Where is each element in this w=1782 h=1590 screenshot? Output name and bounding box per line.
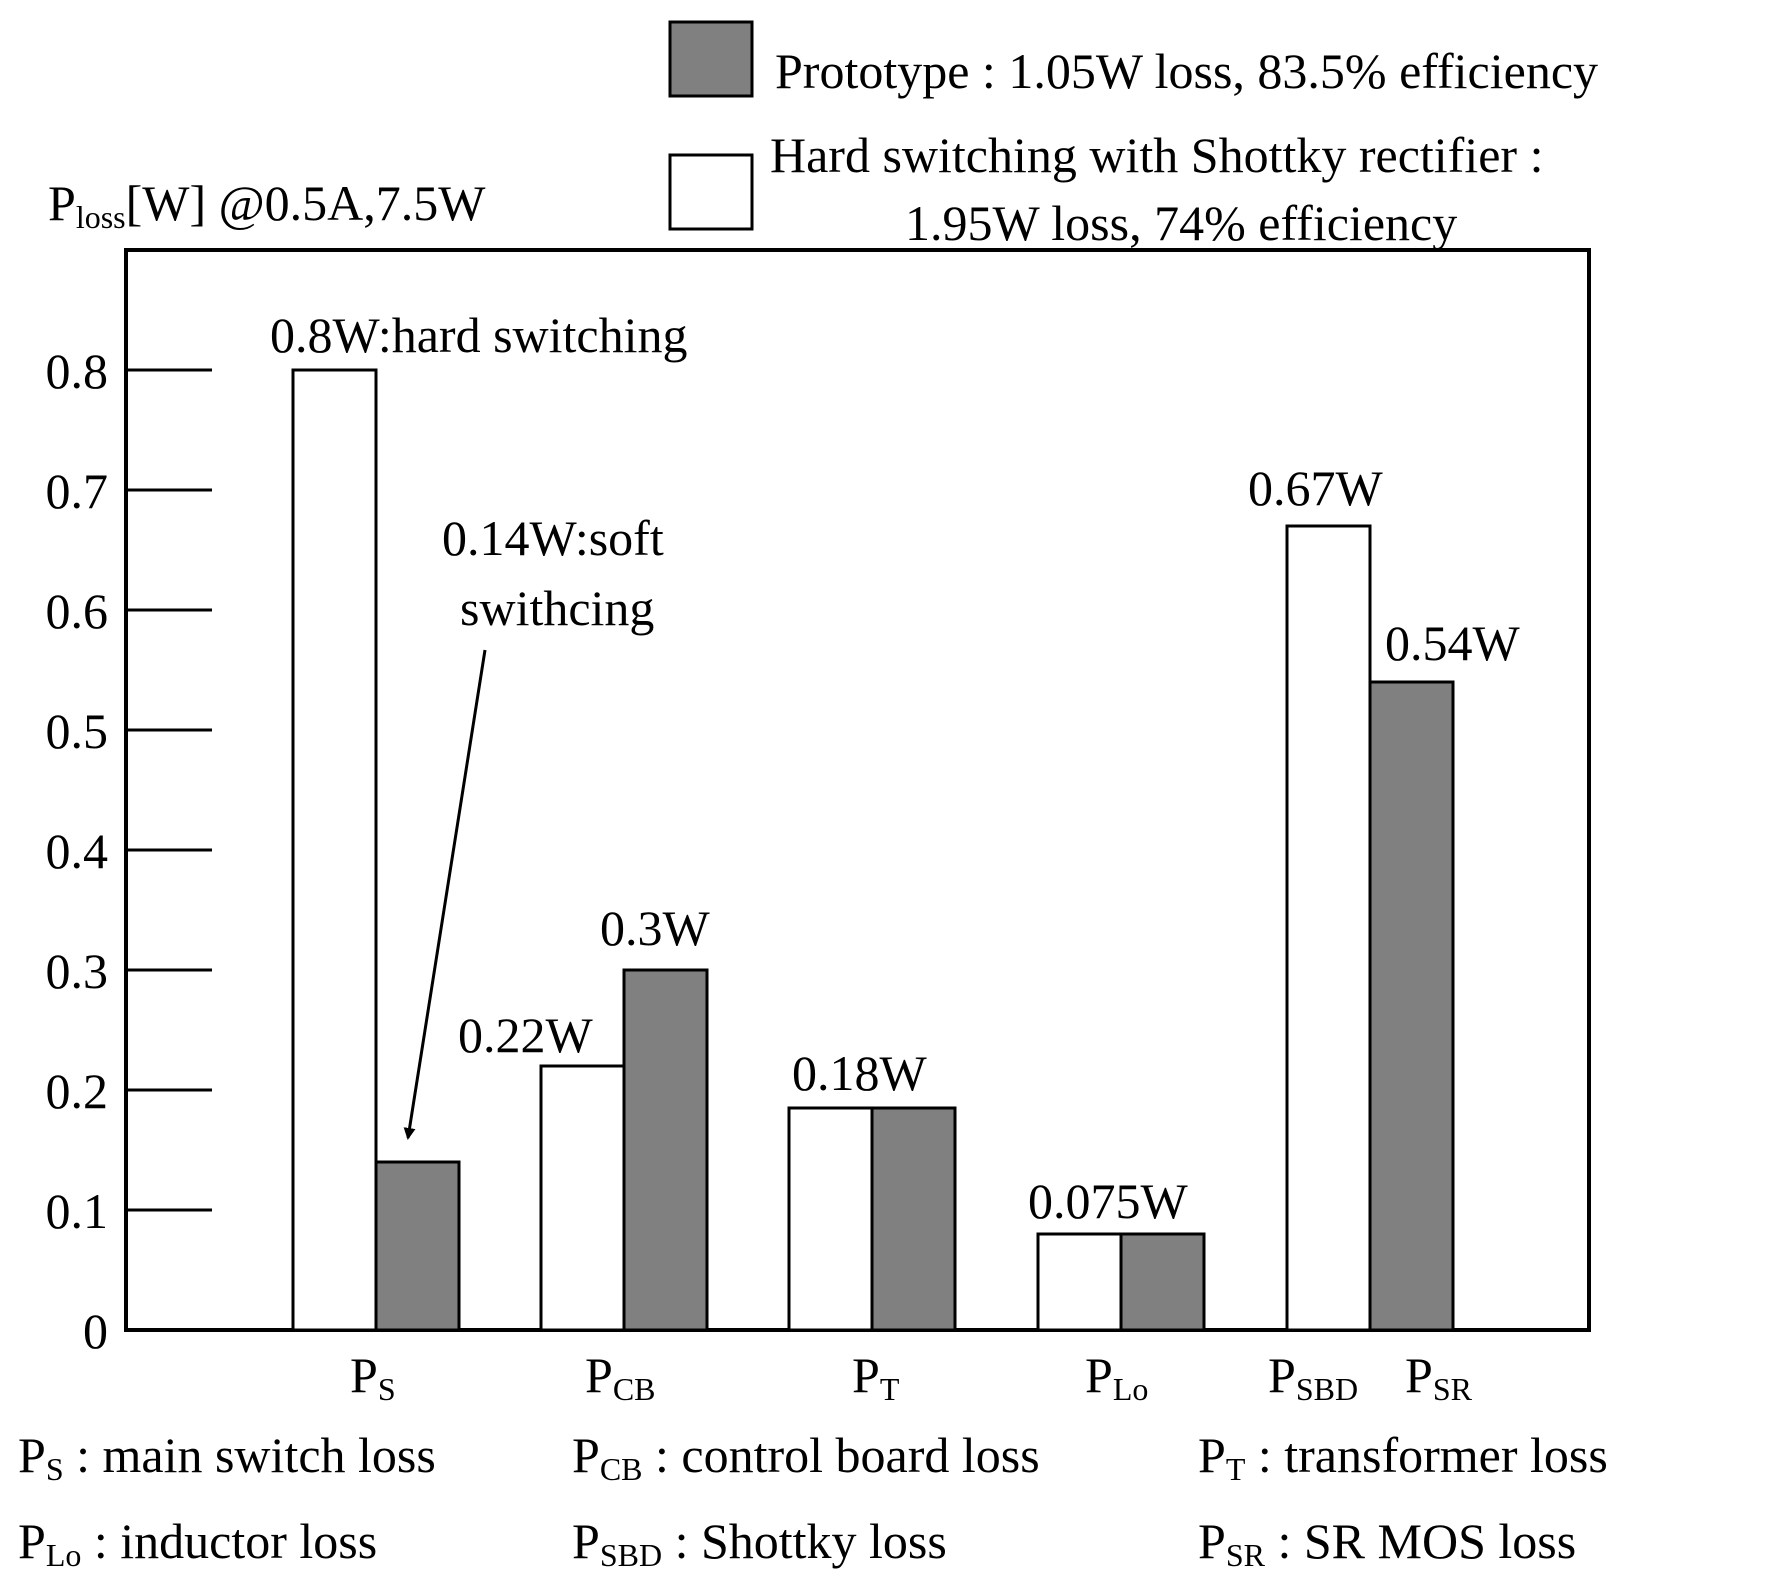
bar-hard-switching-2: [787, 1106, 874, 1332]
bar-prototype-4: [1368, 680, 1455, 1332]
legend-swatch-prototype: [668, 20, 754, 98]
annotation-pcb-hard: 0.22W: [458, 1007, 594, 1063]
footnote-pt: PT : transformer loss: [1198, 1427, 1608, 1487]
bar-hard-switching-1: [539, 1064, 626, 1332]
footnote-ps: PS : main switch loss: [18, 1427, 436, 1487]
category-label-pcb: PCB: [585, 1347, 656, 1407]
bar-prototype-1: [622, 968, 709, 1332]
y-tick-label: 0.1: [46, 1183, 109, 1239]
y-tick-label: 0.2: [46, 1063, 109, 1119]
y-tick-label: 0.6: [46, 583, 109, 639]
legend-swatch-hard-switching: [668, 153, 754, 231]
footnote-psr: PSR : SR MOS loss: [1198, 1513, 1576, 1573]
annotation-psr: 0.54W: [1385, 615, 1521, 671]
legend-label-hard-switching-line2: 1.95W loss, 74% efficiency: [905, 195, 1457, 251]
category-label-plo: PLo: [1085, 1347, 1148, 1407]
annotation-hard-switching: 0.8W:hard switching: [270, 307, 688, 363]
category-label-psbd: PSBD: [1268, 1347, 1358, 1407]
annotation-plo: 0.075W: [1028, 1173, 1189, 1229]
y-tick-label: 0.4: [46, 823, 109, 879]
bar-hard-switching-3: [1036, 1232, 1123, 1332]
footnote-plo: PLo : inductor loss: [18, 1513, 377, 1573]
bar-prototype-3: [1119, 1232, 1206, 1332]
y-tick-label: 0.3: [46, 943, 109, 999]
annotation-soft-switching-line1: 0.14W:soft: [442, 510, 664, 566]
footnote-psbd: PSBD : Shottky loss: [572, 1513, 947, 1573]
y-ticks: 0 0.1 0.2 0.3 0.4 0.5 0.6 0.7 0.8: [46, 343, 212, 1359]
category-label-pt: PT: [852, 1347, 900, 1407]
category-label-ps: PS: [350, 1347, 396, 1407]
annotation-soft-switching-line2: swithcing: [460, 580, 654, 636]
legend-label-hard-switching-line1: Hard switching with Shottky rectifier :: [770, 127, 1543, 183]
bars: [291, 368, 1455, 1332]
legend-label-prototype: Prototype : 1.05W loss, 83.5% efficiency: [775, 43, 1598, 99]
y-tick-label: 0: [83, 1303, 108, 1359]
bar-prototype-2: [870, 1106, 957, 1332]
soft-switching-arrow: [403, 649, 487, 1140]
bar-prototype-0: [374, 1160, 461, 1332]
y-tick-label: 0.7: [46, 463, 109, 519]
footnote-pcb: PCB : control board loss: [572, 1427, 1040, 1487]
annotation-pcb-prototype: 0.3W: [600, 900, 711, 956]
y-tick-label: 0.5: [46, 703, 109, 759]
annotation-psbd: 0.67W: [1248, 460, 1384, 516]
bar-hard-switching-4: [1285, 524, 1372, 1332]
annotation-pt: 0.18W: [792, 1045, 928, 1101]
y-axis-label: Ploss[W] @0.5A,7.5W: [48, 175, 486, 235]
y-tick-label: 0.8: [46, 343, 109, 399]
bar-hard-switching-0: [291, 368, 378, 1332]
category-label-psr: PSR: [1405, 1347, 1473, 1407]
